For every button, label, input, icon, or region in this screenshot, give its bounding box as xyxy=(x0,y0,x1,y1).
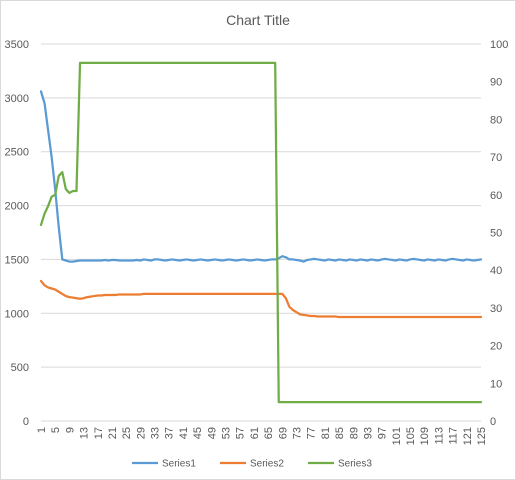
x-tick-label: 89 xyxy=(348,427,360,439)
right-y-tick-label: 40 xyxy=(490,265,502,277)
x-tick-label: 25 xyxy=(121,427,133,439)
x-tick-label: 97 xyxy=(377,427,389,439)
x-tick-label: 33 xyxy=(150,427,162,439)
x-tick-label: 113 xyxy=(433,427,445,445)
x-tick-label: 13 xyxy=(79,427,91,439)
series-lines xyxy=(39,61,483,404)
x-tick-label: 117 xyxy=(448,427,460,445)
left-y-tick-label: 3000 xyxy=(5,93,29,105)
gridlines xyxy=(41,43,481,422)
x-tick-label: 9 xyxy=(64,427,76,433)
x-tick-label: 1 xyxy=(36,427,48,433)
x-tick-label: 5 xyxy=(50,427,62,433)
x-tick-label: 45 xyxy=(192,427,204,439)
x-tick-label: 21 xyxy=(107,427,119,439)
right-y-tick-label: 50 xyxy=(490,228,502,240)
x-tick-label: 65 xyxy=(263,427,275,439)
x-tick-label: 105 xyxy=(405,427,417,445)
legend: Series1 Series2 Series3 xyxy=(132,459,372,470)
left-y-axis: 0 500 1000 1500 2000 2500 3000 3500 xyxy=(5,39,29,428)
x-tick-label: 17 xyxy=(93,427,105,439)
left-y-tick-label: 0 xyxy=(23,416,29,428)
left-y-tick-label: 2500 xyxy=(5,147,29,159)
left-y-tick-label: 1500 xyxy=(5,254,29,266)
right-y-tick-label: 0 xyxy=(490,416,496,428)
right-y-tick-label: 60 xyxy=(490,190,502,202)
right-y-tick-label: 10 xyxy=(490,378,502,390)
x-tick-label: 69 xyxy=(277,427,289,439)
x-axis: 1 5 9 13 17 21 25 29 33 37 41 45 49 53 57 61 65 69 73 77 81 8… xyxy=(36,420,488,445)
x-tick-label: 121 xyxy=(462,427,474,445)
x-tick-label: 73 xyxy=(291,427,303,439)
right-y-tick-label: 20 xyxy=(490,341,502,353)
x-tick-label: 109 xyxy=(419,427,431,445)
right-y-tick-label: 100 xyxy=(490,39,508,51)
legend-label: Series1 xyxy=(162,459,196,470)
series-line-series1 xyxy=(39,90,483,263)
series-line-series3 xyxy=(39,61,483,404)
x-tick-label: 125 xyxy=(476,427,488,445)
x-tick-label: 93 xyxy=(362,427,374,439)
x-tick-label: 61 xyxy=(249,427,261,439)
right-y-tick-label: 80 xyxy=(490,114,502,126)
left-y-tick-label: 2000 xyxy=(5,201,29,213)
x-tick-label: 85 xyxy=(334,427,346,439)
legend-label: Series2 xyxy=(250,459,284,470)
x-tick-label: 37 xyxy=(164,427,176,439)
right-y-tick-label: 70 xyxy=(490,152,502,164)
x-tick-label: 57 xyxy=(235,427,247,439)
chart-title: Chart Title xyxy=(226,12,290,28)
x-tick-label: 41 xyxy=(178,427,190,439)
right-y-tick-label: 90 xyxy=(490,77,502,89)
x-tick-label: 53 xyxy=(221,427,233,439)
right-y-tick-label: 30 xyxy=(490,303,502,315)
left-y-tick-label: 3500 xyxy=(5,39,29,51)
legend-label: Series3 xyxy=(338,459,372,470)
series-line-series2 xyxy=(39,279,483,319)
right-y-axis: 0 10 20 30 40 50 60 70 80 90 100 xyxy=(490,39,508,428)
left-y-tick-label: 1000 xyxy=(5,308,29,320)
x-tick-label: 101 xyxy=(391,427,403,445)
x-tick-label: 29 xyxy=(135,427,147,439)
x-tick-label: 77 xyxy=(306,427,318,439)
x-tick-label: 49 xyxy=(206,427,218,439)
x-tick-label: 81 xyxy=(320,427,332,439)
left-y-tick-label: 500 xyxy=(11,362,29,374)
